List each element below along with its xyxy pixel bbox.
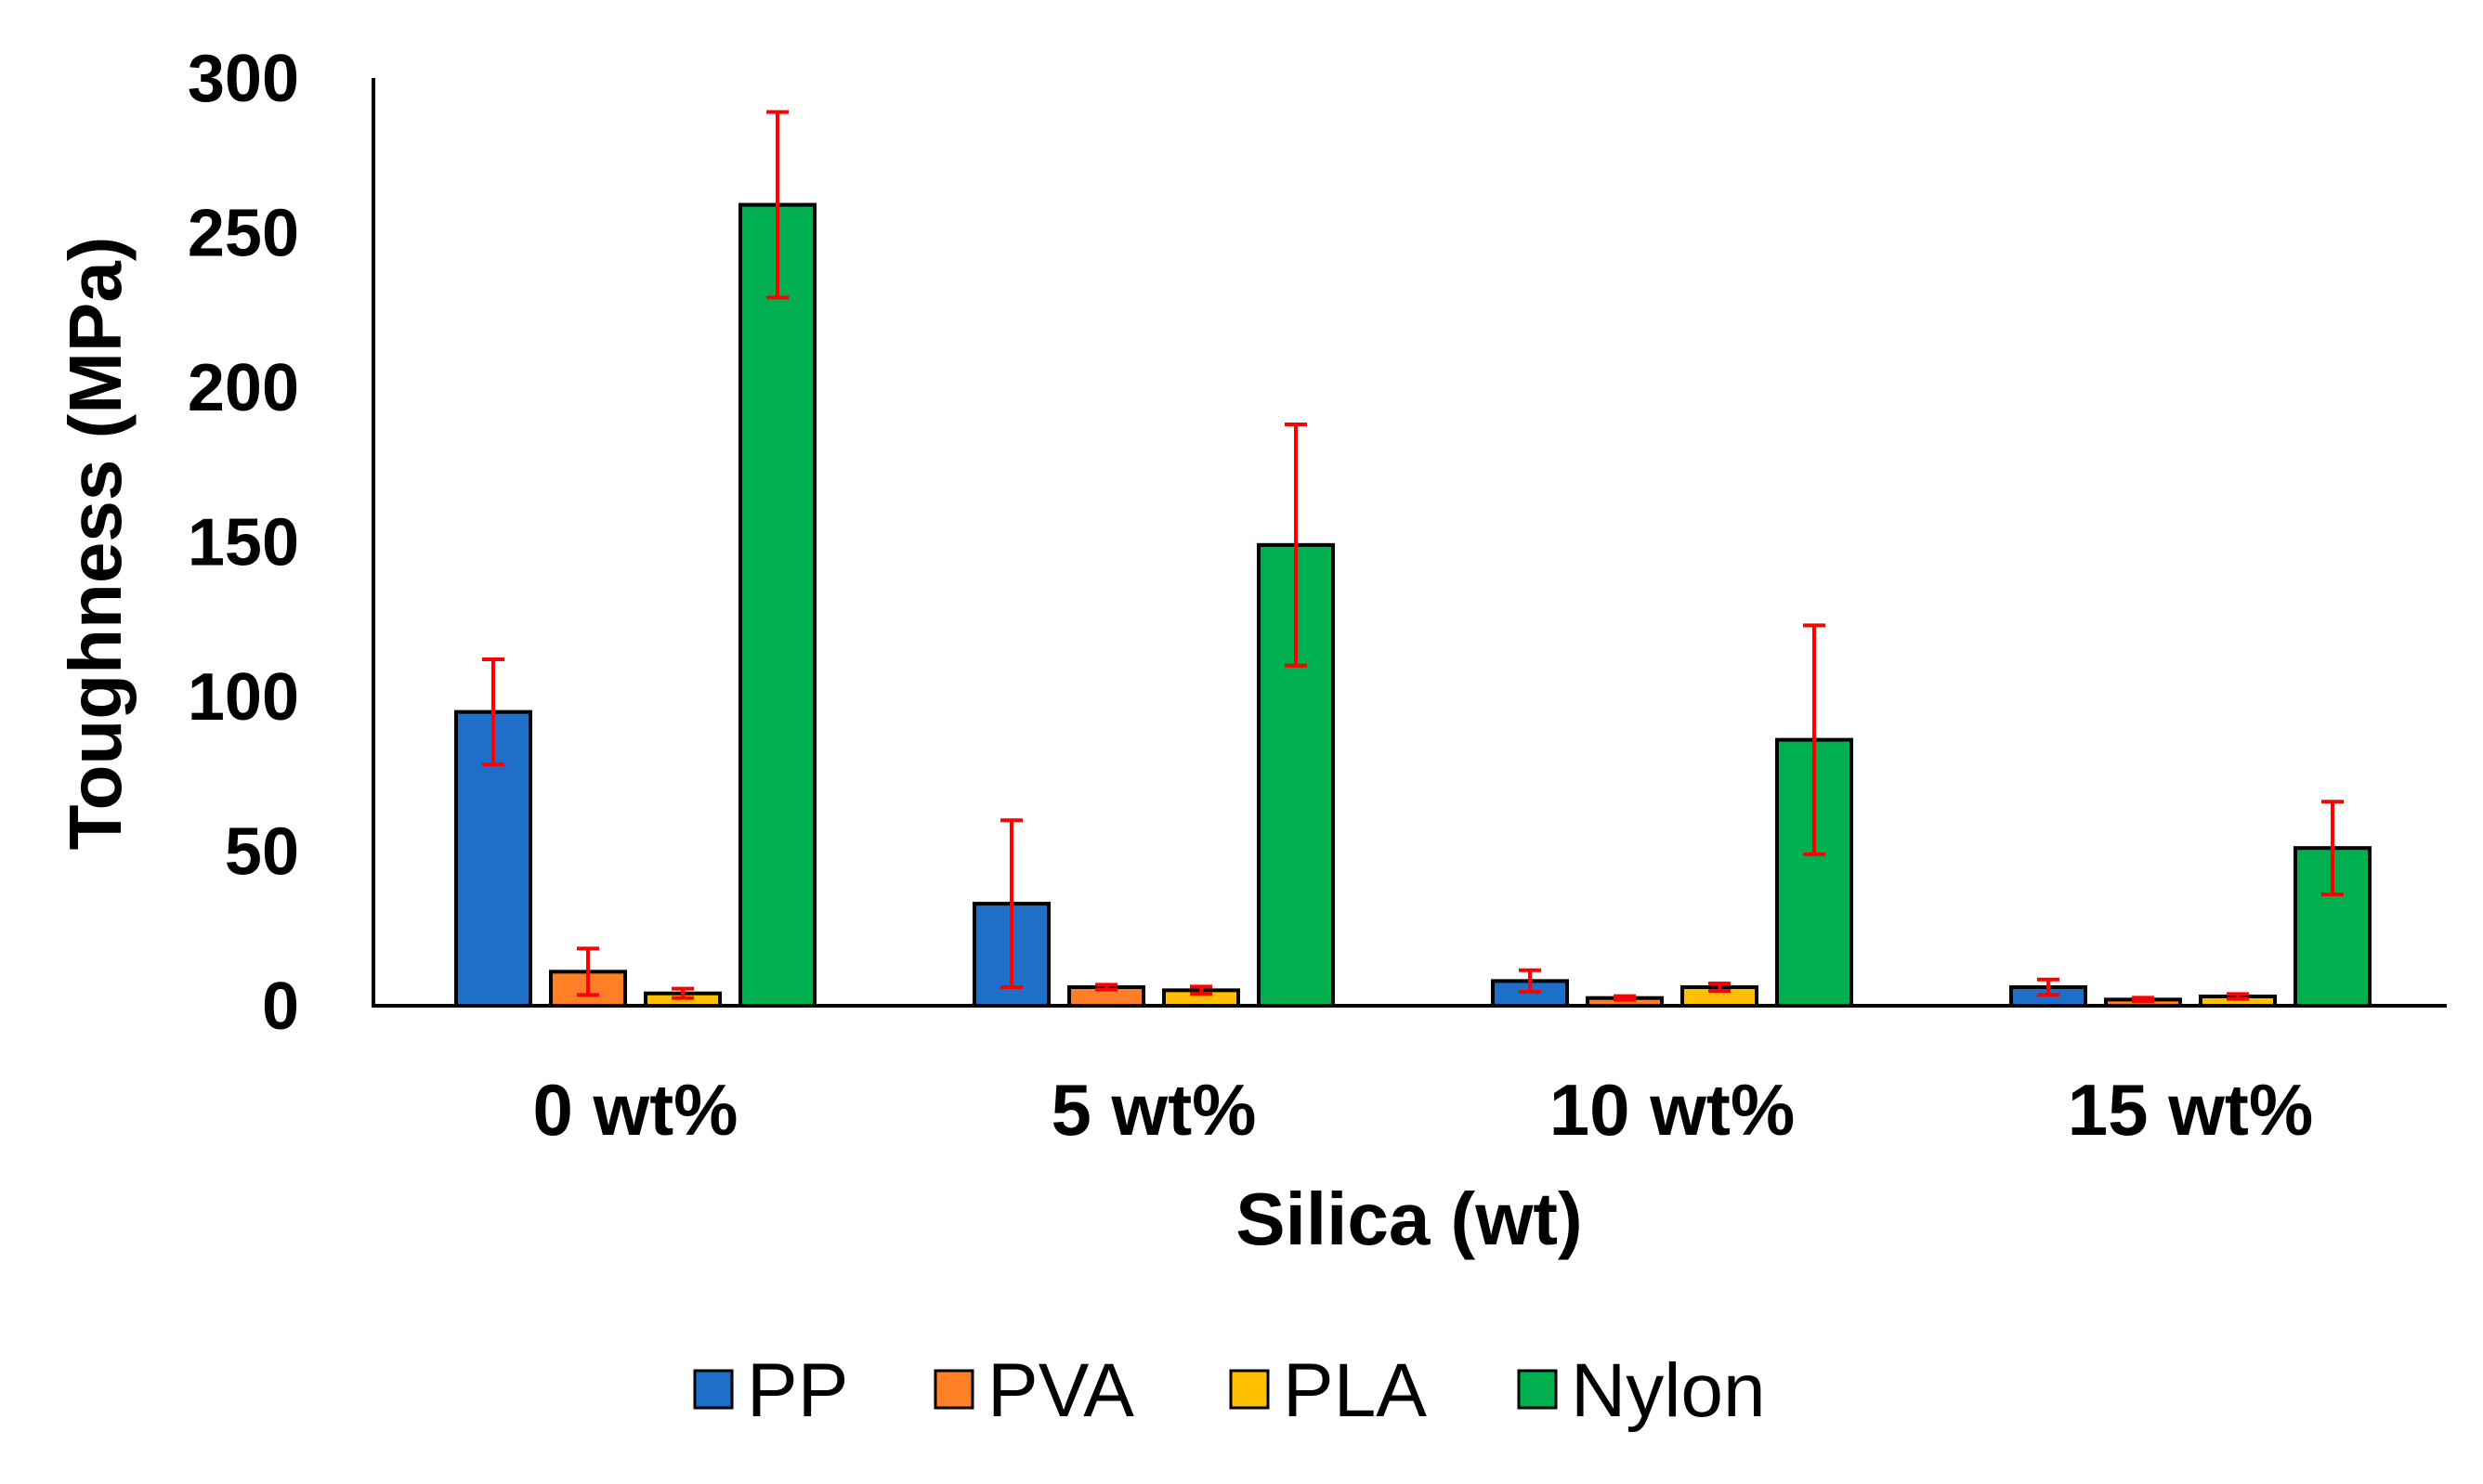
error-bar-nylon-2 [1803, 623, 1825, 856]
y-tick-label: 200 [188, 351, 299, 425]
legend-label: PP [747, 1348, 848, 1433]
legend-item-nylon: Nylon [1517, 1348, 1766, 1433]
x-category-label: 0 wt% [532, 1069, 738, 1151]
legend-swatch [1517, 1369, 1558, 1410]
legend-label: Nylon [1571, 1348, 1766, 1433]
bars [454, 202, 2372, 1009]
bar-nylon-0 [738, 202, 817, 1008]
category-labels: 0 wt% 5 wt% 10 wt% 15 wt% [532, 1069, 2313, 1151]
y-tick-label: 150 [188, 506, 299, 580]
error-bar-pla-2 [1708, 982, 1731, 994]
error-bar-pva-1 [1095, 983, 1117, 992]
error-bar-pla-3 [2227, 992, 2249, 1001]
y-tick-label: 250 [188, 197, 299, 271]
error-bar-pva-2 [1614, 994, 1636, 1002]
legend: PP PVA PLA Nylon [693, 1348, 1766, 1433]
error-bar-pp-1 [1000, 818, 1023, 990]
x-category-label: 5 wt% [1051, 1069, 1256, 1151]
legend-swatch [693, 1369, 734, 1410]
x-category-label: 15 wt% [2068, 1069, 2313, 1151]
legend-item-pva: PVA [934, 1348, 1134, 1433]
x-category-label: 10 wt% [1549, 1069, 1795, 1151]
error-bar-pp-3 [2037, 977, 2059, 997]
legend-swatch [1229, 1369, 1270, 1410]
y-tick-label: 0 [262, 970, 299, 1044]
error-bar-pva-3 [2132, 996, 2154, 1004]
error-bar-nylon-1 [1285, 422, 1307, 668]
legend-item-pla: PLA [1229, 1348, 1427, 1433]
y-tick-label: 300 [188, 42, 299, 116]
error-bar-pla-1 [1190, 984, 1212, 996]
legend-swatch [934, 1369, 974, 1410]
legend-item-pp: PP [693, 1348, 848, 1433]
legend-label: PLA [1283, 1348, 1427, 1433]
error-bar-pp-0 [482, 657, 504, 767]
error-bar-nylon-3 [2321, 800, 2344, 897]
y-axis-title: Toughness (MPa) [54, 237, 137, 851]
y-tick-labels: 0 50 100 150 200 250 300 [188, 42, 299, 1044]
axes [372, 78, 2447, 1008]
error-bars [482, 110, 2344, 1004]
error-bar-pva-0 [577, 946, 599, 997]
x-axis-title: Silica (wt) [1235, 1178, 1582, 1260]
y-tick-label: 100 [188, 660, 299, 735]
error-bar-pp-2 [1519, 968, 1541, 995]
legend-label: PVA [987, 1348, 1134, 1433]
error-bar-pla-0 [672, 986, 694, 1000]
y-tick-label: 50 [225, 815, 299, 890]
error-bar-nylon-0 [766, 110, 789, 300]
